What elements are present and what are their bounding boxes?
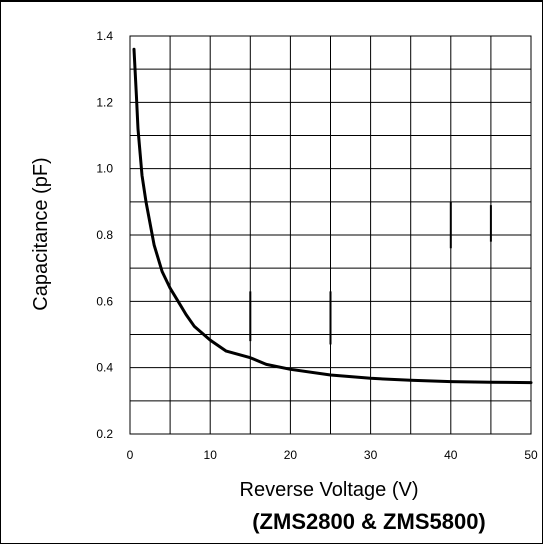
y-tick-label: 0.4 bbox=[96, 361, 113, 375]
y-tick-label: 1.4 bbox=[96, 29, 113, 43]
y-tick-label: 1.2 bbox=[96, 95, 113, 109]
y-axis-label: Capacitance (pF) bbox=[30, 157, 52, 310]
x-tick-label: 40 bbox=[444, 448, 458, 462]
x-tick-label: 50 bbox=[524, 448, 538, 462]
plot-border bbox=[129, 35, 532, 435]
x-tick-label: 10 bbox=[204, 448, 218, 462]
y-tick-label: 0.6 bbox=[96, 294, 113, 308]
y-tick-label: 1.0 bbox=[96, 162, 113, 176]
grid bbox=[129, 35, 532, 435]
x-tick-label: 20 bbox=[284, 448, 298, 462]
capacitance-curve bbox=[132, 47, 533, 385]
x-tick-label: 30 bbox=[364, 448, 378, 462]
x-tick-label: 0 bbox=[127, 448, 134, 462]
tick-labels: 0 10 20 30 40 50 0.2 0.4 0.6 0.8 1.0 1.2 1.4 bbox=[96, 29, 538, 462]
y-tick-label: 0.8 bbox=[96, 228, 113, 242]
x-axis-label: Reverse Voltage (V) bbox=[240, 479, 419, 501]
series-curve bbox=[132, 47, 533, 385]
y-tick-label: 0.2 bbox=[96, 427, 113, 441]
minor-marks bbox=[249, 201, 492, 345]
chart-subtitle: (ZMS2800 & ZMS5800) bbox=[252, 509, 486, 534]
